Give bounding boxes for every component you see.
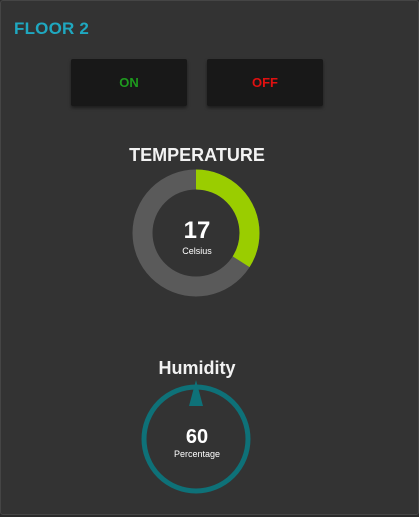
humidity-value: 60: [185, 426, 209, 448]
temperature-unit: Celsius: [182, 246, 212, 256]
panel-title: FLOOR 2: [14, 19, 90, 38]
on-button[interactable]: ON: [71, 59, 187, 106]
humidity-title: Humidity: [158, 358, 236, 378]
temperature-title: TEMPERATURE: [129, 145, 265, 165]
temperature-value: 17: [183, 217, 211, 244]
off-button[interactable]: OFF: [207, 59, 323, 106]
humidity-unit: Percentage: [173, 449, 221, 459]
